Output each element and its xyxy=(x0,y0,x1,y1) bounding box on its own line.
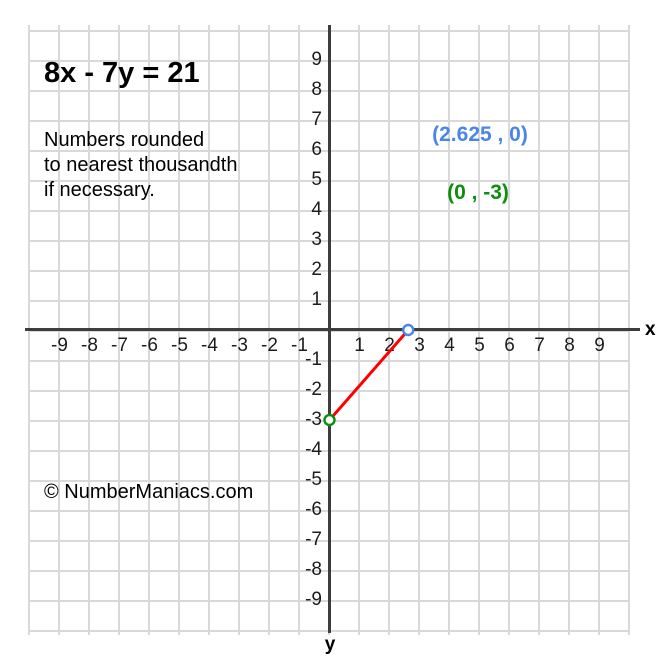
x-tick-label: -6 xyxy=(141,335,158,356)
y-tick-label: 6 xyxy=(311,139,322,160)
x-tick-label: -4 xyxy=(201,335,218,356)
y-tick-label: -9 xyxy=(305,589,322,610)
y-tick-label: -1 xyxy=(305,349,322,370)
copyright-text: © NumberManiacs.com xyxy=(44,481,254,503)
y-tick-label: 7 xyxy=(311,109,322,130)
y-tick-label: 3 xyxy=(311,229,322,250)
equation-title: 8x - 7y = 21 xyxy=(44,57,200,89)
x-tick-label: 6 xyxy=(504,335,515,356)
x-tick-label: -5 xyxy=(171,335,188,356)
x-tick-label: 1 xyxy=(354,335,365,356)
x-tick-label: -3 xyxy=(231,335,248,356)
x-axis-line xyxy=(25,328,640,331)
y-tick-label: -6 xyxy=(305,499,322,520)
x-tick-label: 3 xyxy=(414,335,425,356)
y-tick-label: 5 xyxy=(311,169,322,190)
y-axis-label: y xyxy=(324,634,336,655)
x-intercept-label: (2.625 , 0) xyxy=(432,123,528,146)
x-tick-label: -7 xyxy=(111,335,128,356)
x-axis-label: x xyxy=(645,319,656,340)
y-tick-label: -2 xyxy=(305,379,322,400)
note-line-3: if necessary. xyxy=(44,179,155,201)
note-line-2: to nearest thousandth xyxy=(44,154,238,176)
x-tick-label: 9 xyxy=(594,335,605,356)
x-tick-label: 5 xyxy=(474,335,485,356)
x-tick-label: -2 xyxy=(261,335,278,356)
y-intercept-point xyxy=(323,413,336,427)
x-tick-label: 7 xyxy=(534,335,545,356)
y-tick-label: 4 xyxy=(311,199,322,220)
graph-line-segment xyxy=(328,329,410,421)
y-axis-line xyxy=(328,25,331,633)
note-line-1: Numbers rounded xyxy=(44,129,205,151)
x-tick-label: 2 xyxy=(384,335,395,356)
y-tick-label: -7 xyxy=(305,529,322,550)
rounding-note: Numbers rounded to nearest thousandth if… xyxy=(44,128,237,203)
y-tick-label: -8 xyxy=(305,559,322,580)
y-intercept-label: (0 , -3) xyxy=(447,181,509,204)
y-tick-label: 8 xyxy=(311,79,322,100)
y-tick-label: 9 xyxy=(311,49,322,70)
x-tick-label: -1 xyxy=(291,335,308,356)
y-tick-label: 1 xyxy=(311,289,322,310)
y-tick-label: 2 xyxy=(311,259,322,280)
x-tick-label: 8 xyxy=(564,335,575,356)
x-tick-label: 4 xyxy=(444,335,455,356)
y-tick-label: -4 xyxy=(305,439,322,460)
y-tick-label: -3 xyxy=(305,409,322,430)
x-tick-label: -9 xyxy=(51,335,68,356)
x-tick-label: -8 xyxy=(81,335,98,356)
y-tick-label: -5 xyxy=(305,469,322,490)
x-intercept-point xyxy=(402,323,415,337)
